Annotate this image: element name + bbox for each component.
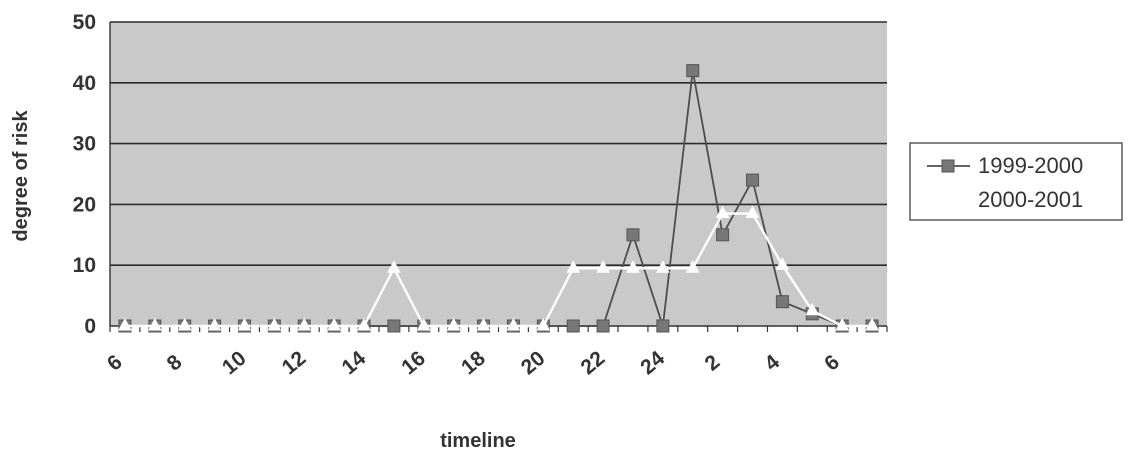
square-marker	[775, 295, 789, 309]
x-tick-label: 20	[517, 347, 550, 380]
y-tick-label: 0	[84, 315, 96, 338]
triangle-marker	[476, 317, 491, 331]
triangle-marker	[357, 317, 371, 331]
x-tick-label: 24	[636, 346, 669, 379]
triangle-marker	[656, 260, 670, 273]
y-tick-label: 30	[73, 133, 96, 156]
legend: 1999-2000 2000-2001	[909, 142, 1123, 221]
triangle-marker	[596, 260, 610, 273]
x-axis-title: timeline	[440, 430, 516, 452]
square-marker	[387, 319, 401, 333]
x-tick-label: 6	[103, 350, 127, 375]
square-marker	[626, 228, 640, 242]
series-lines	[118, 64, 879, 333]
triangle-marker	[626, 260, 640, 273]
triangle-marker	[237, 317, 252, 331]
triangle-marker	[387, 260, 401, 273]
triangle-marker	[177, 317, 192, 331]
series-2000-2001	[118, 205, 879, 331]
legend-square-marker	[941, 159, 955, 173]
triangle-marker	[207, 317, 222, 331]
plot-area	[110, 22, 887, 326]
triangle-marker	[416, 317, 431, 331]
triangle-marker	[715, 205, 730, 219]
triangle-marker	[267, 317, 282, 331]
x-tick-labels: 6 8 10 12 14 16 18 20 22 24 2 4 6	[103, 346, 844, 379]
triangle-marker	[327, 317, 341, 331]
triangle-marker	[536, 317, 551, 331]
x-tick-label: 4	[760, 350, 784, 375]
y-tick-labels: 0 10 20 30 40 50	[73, 11, 96, 338]
square-marker	[716, 228, 730, 242]
y-tick-label: 50	[73, 11, 96, 34]
triangle-marker	[835, 317, 850, 331]
triangle-marker	[865, 317, 879, 331]
x-tick-label: 6	[820, 350, 844, 375]
y-axis-title: degree of risk	[10, 110, 32, 242]
x-tick-label: 16	[397, 347, 430, 380]
x-tick-label: 8	[163, 350, 187, 375]
square-marker	[686, 64, 700, 78]
triangle-marker	[506, 317, 521, 331]
x-tick-label: 14	[338, 346, 371, 379]
triangle-marker	[566, 260, 581, 273]
triangle-marker	[147, 317, 162, 331]
series-line	[124, 212, 873, 328]
triangle-marker	[118, 317, 132, 331]
square-marker	[746, 173, 760, 187]
gridlines	[110, 21, 887, 267]
x-tick-label: 22	[577, 347, 610, 380]
x-tick-label: 18	[457, 346, 490, 379]
legend-box	[909, 142, 1123, 221]
triangle-marker	[775, 257, 790, 270]
legend-triangle-marker	[942, 194, 954, 204]
legend-label: 2000-2001	[978, 187, 1083, 212]
x-tick-label: 12	[278, 347, 311, 380]
square-marker	[596, 319, 610, 333]
square-marker	[566, 319, 580, 333]
triangle-marker	[805, 302, 820, 316]
y-tick-label: 10	[73, 254, 96, 277]
y-tick-label: 40	[73, 72, 96, 95]
x-tick-label: 2	[701, 350, 725, 375]
triangle-marker	[685, 260, 700, 273]
triangle-marker	[745, 205, 760, 219]
y-tick-label: 20	[73, 193, 96, 216]
triangle-marker	[297, 317, 312, 331]
square-marker	[656, 319, 670, 333]
triangle-marker	[446, 317, 461, 331]
x-tick-label: 10	[218, 347, 251, 380]
legend-label: 1999-2000	[978, 153, 1083, 178]
